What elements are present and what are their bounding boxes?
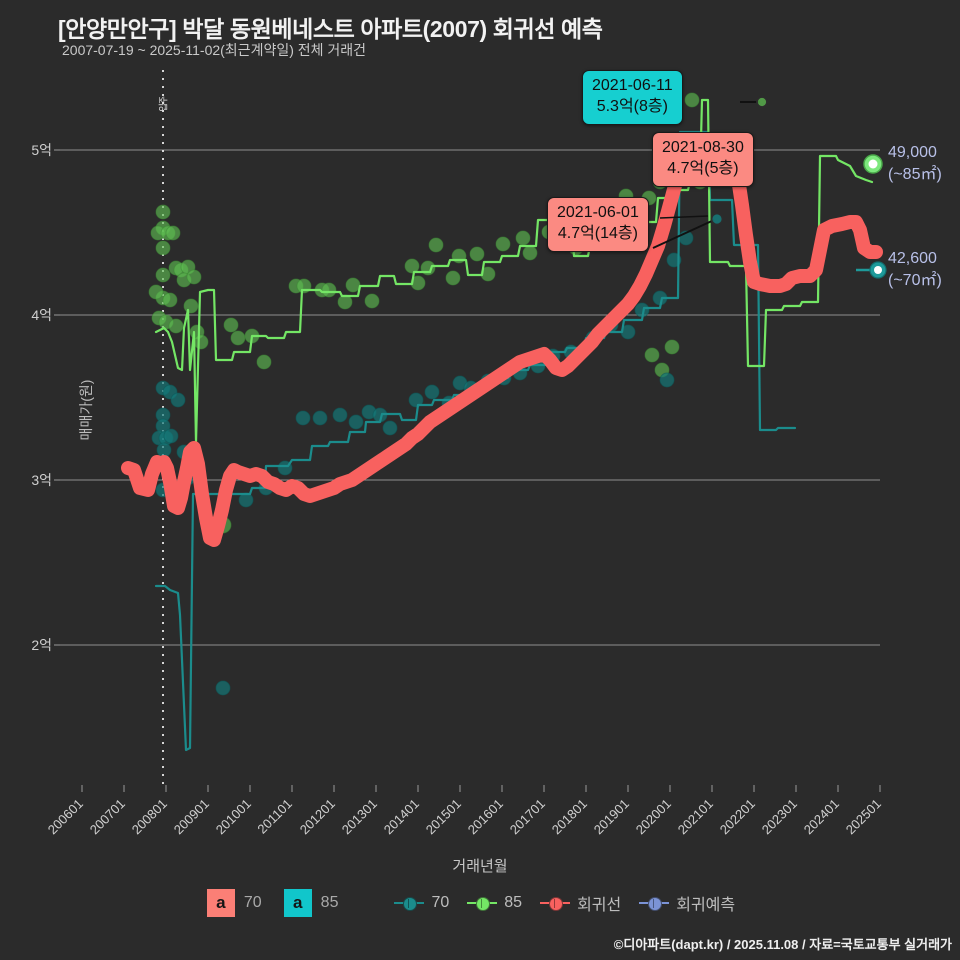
- x-tick-label-5: 201101: [254, 796, 296, 837]
- legend-swatch-glyph-85: a: [283, 889, 312, 917]
- callout-2021-06-01[interactable]: 2021-06-01 4.7억(14층): [547, 197, 649, 252]
- x-tick-label-19: 202501: [842, 796, 884, 838]
- callout-date: 2021-06-11: [592, 77, 673, 94]
- x-tick-label-3: 200901: [170, 796, 212, 838]
- legend-marker-70[interactable]: 70: [394, 894, 467, 912]
- x-tick-label-7: 201301: [338, 796, 380, 838]
- callout-2021-08-30[interactable]: 2021-08-30 4.7억(5층): [652, 132, 754, 187]
- x-axis-title: 거래년월: [452, 858, 508, 875]
- end-label-85: 49,000 (~85㎡): [888, 142, 942, 185]
- legend-marker-85[interactable]: 85: [467, 894, 540, 912]
- callout-date: 2021-08-30: [662, 139, 744, 156]
- y-axis-title: 매매가(원): [78, 379, 94, 441]
- legend-marker-forecast[interactable]: 회귀예측: [639, 891, 753, 915]
- x-tick-label-12: 201801: [548, 796, 590, 838]
- x-tick-label-15: 202101: [674, 796, 716, 838]
- x-tick-label-0: 200601: [44, 796, 86, 838]
- legend: a 70 a 85 70 85 회귀: [0, 886, 960, 920]
- end-marker-layer: [856, 154, 887, 279]
- callout-price: 4.7억(5층): [667, 160, 739, 178]
- x-tick-label-13: 201901: [590, 796, 632, 838]
- x-tick-label-9: 201501: [422, 796, 464, 838]
- callout-leaders: [652, 96, 768, 249]
- x-tick-label-11: 201701: [506, 796, 548, 838]
- x-tick-label-4: 201001: [212, 796, 254, 838]
- callout-price: 5.3억(8층): [596, 98, 668, 116]
- end-label-85-value: 49,000: [888, 144, 937, 161]
- callout-date: 2021-06-01: [557, 204, 639, 221]
- movein-label: 입주: [158, 96, 169, 112]
- x-tick-label-6: 201201: [296, 796, 338, 838]
- series-70-line: [154, 130, 797, 752]
- x-tick-label-1: 200701: [86, 796, 128, 838]
- x-tick-label-16: 202201: [716, 796, 758, 838]
- legend-marker-icon-forecast: [639, 895, 670, 911]
- y-tick-label-3: 2억: [31, 637, 52, 653]
- end-label-85-unit: (~85㎡): [888, 165, 942, 183]
- end-label-70-unit: (~70㎡): [888, 271, 942, 289]
- legend-marker-label-forecast: 회귀예측: [676, 897, 736, 914]
- x-tick-marks: [81, 785, 881, 792]
- x-tick-label-2: 200801: [128, 796, 170, 838]
- x-tick-label-8: 201401: [380, 796, 422, 838]
- legend-swatch-70[interactable]: a 70: [206, 889, 284, 917]
- legend-marker-label-85: 85: [504, 894, 523, 911]
- end-marker-85: [863, 154, 883, 174]
- y-tick-marks: [54, 149, 60, 646]
- y-tick-label-1: 4억: [31, 307, 52, 323]
- legend-marker-label-70: 70: [431, 894, 450, 911]
- chart-subtitle: 2007-07-19 ~ 2025-11-02(최근계약일) 전체 거래건: [62, 42, 367, 58]
- y-tick-label-2: 3억: [31, 472, 52, 488]
- x-tick-label-10: 201601: [464, 796, 506, 838]
- x-tick-label-18: 202401: [800, 796, 842, 838]
- legend-swatch-glyph-70: a: [206, 889, 235, 917]
- legend-swatch-85[interactable]: a 85: [283, 889, 361, 917]
- end-label-70-value: 42,600: [888, 250, 937, 267]
- legend-swatch-label-85: 85: [320, 894, 339, 911]
- footer-credit: ©디아파트(dapt.kr) / 2025.11.08 / 자료=국토교통부 실…: [613, 937, 952, 952]
- end-label-70: 42,600 (~70㎡): [888, 248, 942, 291]
- x-tick-label-14: 202001: [632, 796, 674, 838]
- legend-marker-icon-70: [394, 895, 425, 911]
- legend-marker-icon-regression: [540, 895, 571, 911]
- x-tick-label-17: 202301: [758, 796, 800, 838]
- legend-swatch-label-70: 70: [243, 894, 262, 911]
- legend-marker-regression[interactable]: 회귀선: [540, 891, 639, 915]
- legend-marker-label-regression: 회귀선: [577, 897, 622, 914]
- chart-title: [안양만안구] 박달 동원베네스트 아파트(2007) 회귀선 예측: [58, 16, 603, 42]
- callout-2021-06-11[interactable]: 2021-06-11 5.3억(8층): [582, 70, 683, 125]
- callout-price: 4.7억(14층): [557, 225, 638, 243]
- plot-area: 5억 4억 3억 2억 매매가(원) 200601 200701 200801 …: [31, 70, 942, 837]
- legend-marker-icon-85: [467, 895, 498, 911]
- end-marker-70: [856, 261, 887, 279]
- y-tick-label-0: 5억: [31, 142, 52, 158]
